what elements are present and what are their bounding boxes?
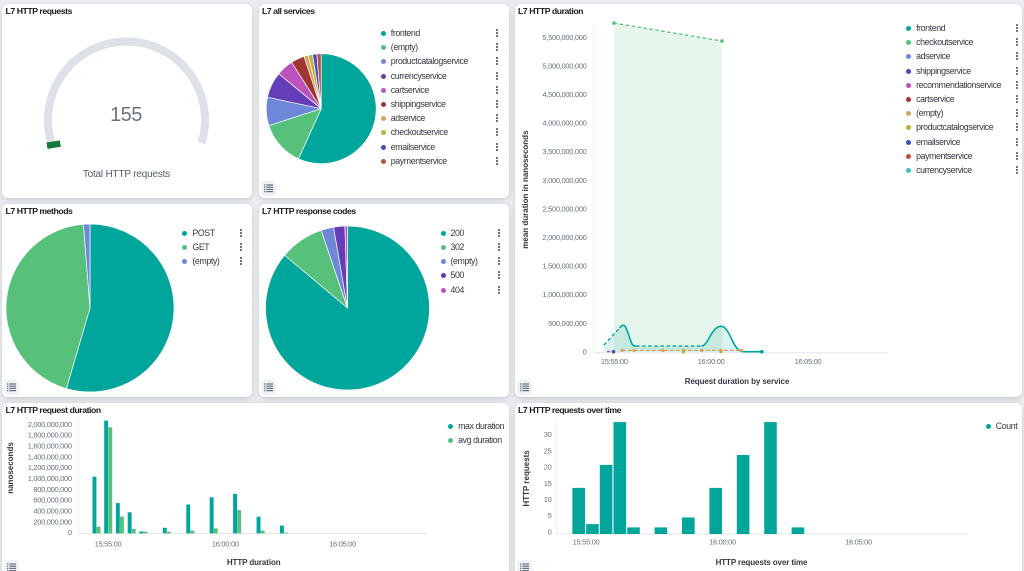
- svg-text:600,000,000: 600,000,000: [33, 495, 72, 504]
- svg-text:4,000,000,000: 4,000,000,000: [542, 118, 586, 127]
- svg-text:400,000,000: 400,000,000: [33, 506, 72, 515]
- svg-text:0: 0: [582, 347, 586, 356]
- svg-text:mean duration in nanoseconds: mean duration in nanoseconds: [520, 129, 529, 248]
- svg-text:500,000,000: 500,000,000: [548, 318, 587, 327]
- svg-text:3,000,000,000: 3,000,000,000: [542, 175, 586, 184]
- svg-text:200,000,000: 200,000,000: [33, 517, 72, 526]
- svg-text:1,800,000,000: 1,800,000,000: [28, 430, 72, 439]
- svg-text:10: 10: [543, 495, 551, 504]
- svg-text:5,000,000,000: 5,000,000,000: [542, 61, 586, 70]
- svg-text:1,000,000,000: 1,000,000,000: [542, 290, 586, 299]
- svg-text:15:55:00: 15:55:00: [572, 537, 599, 546]
- svg-text:16:05:00: 16:05:00: [845, 537, 872, 546]
- svg-text:30: 30: [543, 430, 551, 439]
- svg-text:16:00:00: 16:00:00: [697, 357, 724, 366]
- svg-text:15:55:00: 15:55:00: [600, 357, 627, 366]
- svg-text:15: 15: [543, 478, 551, 487]
- svg-text:0: 0: [68, 528, 72, 537]
- svg-text:25: 25: [543, 446, 551, 455]
- svg-text:2,000,000,000: 2,000,000,000: [28, 419, 72, 428]
- svg-text:2,000,000,000: 2,000,000,000: [542, 233, 586, 242]
- svg-text:16:00:00: 16:00:00: [709, 537, 736, 546]
- svg-text:0: 0: [547, 527, 551, 536]
- svg-text:nanoseconds: nanoseconds: [6, 441, 15, 493]
- svg-text:1,400,000,000: 1,400,000,000: [28, 452, 72, 461]
- svg-text:1,000,000,000: 1,000,000,000: [28, 474, 72, 483]
- svg-text:16:00:00: 16:00:00: [212, 539, 239, 548]
- svg-text:4,500,000,000: 4,500,000,000: [542, 90, 586, 99]
- svg-text:1,500,000,000: 1,500,000,000: [542, 261, 586, 270]
- svg-text:1,200,000,000: 1,200,000,000: [28, 463, 72, 472]
- svg-text:HTTP requests: HTTP requests: [522, 449, 531, 506]
- svg-text:2,500,000,000: 2,500,000,000: [542, 204, 586, 213]
- svg-text:5: 5: [547, 511, 551, 520]
- svg-text:1,600,000,000: 1,600,000,000: [28, 441, 72, 450]
- svg-text:800,000,000: 800,000,000: [33, 484, 72, 493]
- svg-text:3,500,000,000: 3,500,000,000: [542, 147, 586, 156]
- svg-text:16:05:00: 16:05:00: [794, 357, 821, 366]
- svg-text:15:55:00: 15:55:00: [95, 539, 122, 548]
- svg-text:5,500,000,000: 5,500,000,000: [542, 32, 586, 41]
- svg-text:16:05:00: 16:05:00: [329, 539, 356, 548]
- svg-text:20: 20: [543, 462, 551, 471]
